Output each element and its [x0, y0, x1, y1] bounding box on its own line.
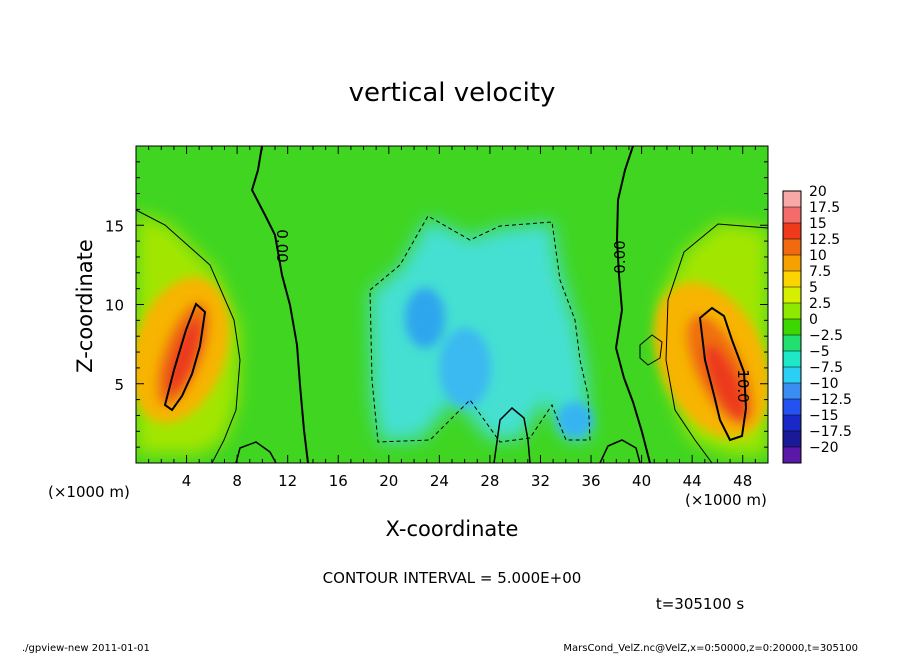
colorbar-label: 0: [809, 312, 818, 328]
colorbar-label: 5: [809, 280, 818, 296]
x-tick-label: 48: [733, 472, 752, 490]
x-tick-label: 16: [329, 472, 348, 490]
colorbar-swatch: [783, 223, 801, 240]
y-tick-label: 5: [114, 376, 124, 394]
updraft-left-core: [166, 318, 202, 394]
colorbar-label: −2.5: [809, 328, 843, 344]
colorbar-label: −20: [809, 440, 839, 456]
x-tick-label: 40: [632, 472, 651, 490]
footer-right: MarsCond_VelZ.nc@VelZ,x=0:50000,z=0:2000…: [563, 643, 858, 654]
x-unit-label-right: (×1000 m): [685, 491, 767, 509]
time-label: t=305100 s: [656, 595, 744, 613]
y-axis-label: Z-coordinate: [73, 239, 97, 373]
colorbar-swatch: [783, 207, 801, 224]
contour-small-2: [235, 441, 277, 463]
chart-title: vertical velocity: [349, 78, 556, 108]
y-axis-ticks: 5 10 15: [105, 161, 768, 448]
x-tick-label: 36: [581, 472, 600, 490]
colorbar-label: −7.5: [809, 360, 843, 376]
contour-small-1: [639, 334, 663, 366]
x-tick-label: 24: [430, 472, 449, 490]
x-unit-label-left: (×1000 m): [48, 483, 130, 501]
colorbar: 2017.51512.5107.552.50−2.5−5−7.5−10−12.5…: [782, 184, 852, 464]
colorbar-swatch: [783, 399, 801, 416]
colorbar-swatch: [783, 239, 801, 256]
colorbar-swatch: [783, 447, 801, 464]
updraft-right-core: [703, 343, 747, 421]
x-axis-ticks: 4 8 12 16 20 24 28 32 36 40 44 48: [148, 146, 756, 490]
contour-small-3: [493, 406, 531, 463]
colorbar-swatch: [783, 351, 801, 368]
colorbar-swatch: [783, 335, 801, 352]
contour-five-right: [665, 223, 768, 463]
y-tick-label: 15: [105, 217, 124, 235]
footer-left: ./gpview-new 2011-01-01: [22, 643, 150, 654]
contour-label-2: 0.00: [611, 240, 629, 273]
colorbar-label: −12.5: [809, 392, 852, 408]
contour-zero-right: [614, 146, 651, 463]
colorbar-swatch: [783, 415, 801, 432]
colorbar-swatch: [783, 191, 801, 208]
contour-small-4: [599, 439, 641, 463]
colorbar-label: 10: [809, 248, 827, 264]
colorbar-label: 17.5: [809, 200, 840, 216]
colorbar-swatch: [783, 303, 801, 320]
contour-interval-text: CONTOUR INTERVAL = 5.000E+00: [323, 569, 582, 587]
colorbar-label: −17.5: [809, 424, 852, 440]
x-tick-label: 20: [379, 472, 398, 490]
downdraft-core-1: [405, 288, 445, 348]
colorbar-label: 2.5: [809, 296, 831, 312]
colorbar-swatch: [783, 271, 801, 288]
colorbar-label: −15: [809, 408, 839, 424]
contour-ten-right: [698, 306, 748, 442]
x-tick-label: 28: [480, 472, 499, 490]
colorbar-label: 20: [809, 184, 827, 200]
colorbar-swatch: [783, 287, 801, 304]
x-tick-label: 8: [232, 472, 242, 490]
colorbar-label: 15: [809, 216, 827, 232]
downdraft-core-3: [557, 402, 593, 438]
colorbar-label: −5: [809, 344, 830, 360]
colorbar-swatch: [783, 319, 801, 336]
x-axis-label: X-coordinate: [386, 517, 519, 541]
contour-zero-left: [250, 146, 309, 463]
colorbar-label: −10: [809, 376, 839, 392]
contour-lines: [136, 146, 768, 463]
y-tick-label: 10: [105, 297, 124, 315]
x-tick-label: 32: [531, 472, 550, 490]
contour-negative: [369, 215, 591, 443]
downdraft-core-2: [439, 328, 491, 408]
colorbar-label: 12.5: [809, 232, 840, 248]
contour-label-1: 0.00: [273, 229, 291, 262]
x-tick-label: 12: [278, 472, 297, 490]
colorbar-swatch: [783, 383, 801, 400]
x-tick-label: 4: [182, 472, 192, 490]
colorbar-swatch: [783, 367, 801, 384]
x-tick-label: 44: [683, 472, 702, 490]
heatmap-field: [136, 146, 768, 463]
colorbar-label: 7.5: [809, 264, 831, 280]
colorbar-swatch: [783, 431, 801, 448]
downdraft-region: [370, 218, 590, 442]
colorbar-swatch: [783, 255, 801, 272]
contour-five-left: [136, 209, 241, 463]
contour-ten-left: [163, 302, 207, 412]
contour-label-3: 10.0: [734, 369, 752, 402]
